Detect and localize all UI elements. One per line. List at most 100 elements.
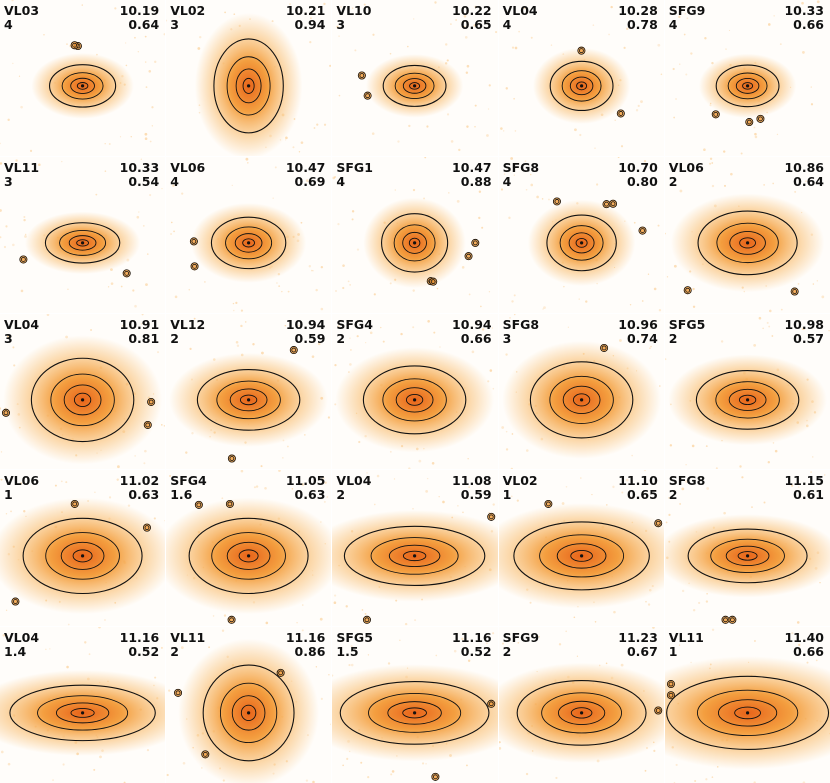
axis-ratio-label: 0.80 <box>626 173 658 189</box>
noise-dot <box>425 490 429 494</box>
noise-dot <box>704 37 707 40</box>
noise-dot <box>595 183 598 186</box>
noise-dot <box>697 602 701 605</box>
noise-dot <box>134 304 137 308</box>
noise-dot <box>144 35 147 38</box>
noise-dot <box>565 486 567 488</box>
isophote-contour <box>242 77 255 94</box>
galaxy-core <box>81 397 85 402</box>
noise-dot <box>120 285 123 288</box>
noise-dot <box>412 508 415 510</box>
galaxy-core <box>579 554 583 558</box>
noise-dot <box>38 163 41 166</box>
noise-dot <box>678 63 681 65</box>
noise-dot <box>18 75 21 77</box>
noise-dot <box>322 477 325 480</box>
isophote-contour <box>70 708 95 718</box>
companion-contour <box>601 345 607 350</box>
noise-dot <box>564 630 567 633</box>
noise-dot <box>525 773 528 776</box>
noise-dot <box>474 125 477 128</box>
galaxy-image <box>170 157 324 312</box>
companion-contour <box>144 525 150 531</box>
noise-dot <box>508 316 511 319</box>
noise-dot <box>233 309 235 312</box>
companion-contour <box>792 288 797 294</box>
noise-dot <box>828 329 830 331</box>
noise-dot <box>507 216 511 219</box>
galaxy-core <box>413 241 417 245</box>
noise-dot <box>482 327 485 331</box>
noise-dot <box>510 300 514 303</box>
noise-dot <box>7 763 11 766</box>
axis-ratio-label: 0.81 <box>128 330 160 346</box>
noise-dot <box>372 132 375 135</box>
galaxy-core <box>745 397 749 402</box>
companion-contour <box>599 343 608 352</box>
noise-dot <box>489 290 491 293</box>
noise-dot <box>677 15 681 19</box>
noise-dot <box>644 770 646 772</box>
noise-dot <box>174 295 178 298</box>
noise-dot <box>535 195 539 199</box>
noise-dot <box>567 326 569 328</box>
isophote-contour <box>739 237 756 249</box>
isophote-contour <box>383 64 447 107</box>
noise-dot <box>107 285 110 288</box>
companion-contour <box>190 237 199 246</box>
stellar-mass-label: 10.98 <box>784 316 824 332</box>
companion-source <box>190 262 199 271</box>
noise-dot <box>643 159 646 163</box>
isophote-contour <box>715 64 780 108</box>
companion-contour <box>365 93 371 99</box>
noise-dot <box>681 487 685 491</box>
sersic-index-label: 4 <box>336 173 346 189</box>
noise-dot <box>660 73 662 76</box>
noise-dot <box>20 105 23 109</box>
noise-dot <box>93 769 96 772</box>
stellar-mass-label: 10.94 <box>452 316 492 332</box>
noise-dot <box>289 3 291 5</box>
galaxy-core <box>745 554 749 558</box>
noise-dot <box>451 140 454 143</box>
isophote-contour <box>687 528 808 584</box>
noise-dot <box>623 46 626 49</box>
noise-dot <box>235 301 238 304</box>
noise-dot <box>605 662 607 665</box>
noise-dot <box>418 459 422 463</box>
noise-dot <box>301 483 305 487</box>
companion-contour <box>464 251 473 260</box>
isophote-contour <box>381 212 449 273</box>
companion-contour <box>668 681 674 687</box>
noise-dot <box>336 25 340 29</box>
noise-dot <box>685 73 688 76</box>
companion-contour <box>3 409 9 415</box>
noise-dot <box>161 187 163 190</box>
noise-dot <box>607 33 610 36</box>
noise-dot <box>500 425 504 429</box>
noise-dot <box>530 183 533 187</box>
noise-dot <box>655 10 657 12</box>
companion-contour <box>72 42 78 48</box>
companion-source <box>364 91 372 100</box>
noise-dot <box>334 175 337 178</box>
companion-contour <box>683 286 692 295</box>
companion-contour <box>203 752 208 757</box>
noise-dot <box>724 48 727 51</box>
companion-source <box>174 689 183 698</box>
stellar-mass-label: 10.91 <box>119 316 160 332</box>
companion-contour <box>487 699 496 708</box>
noise-dot <box>465 36 468 39</box>
companion-contour <box>729 617 735 623</box>
noise-dot <box>222 629 225 633</box>
isophote-contour <box>59 229 107 256</box>
noise-dot <box>466 71 469 74</box>
isophote-contour <box>45 532 120 581</box>
noise-dot <box>94 492 96 494</box>
axis-ratio-label: 0.63 <box>128 487 160 503</box>
companion-contour <box>487 513 496 522</box>
noise-dot <box>328 415 331 419</box>
noise-dot <box>500 188 503 191</box>
noise-dot <box>686 17 689 20</box>
noise-dot <box>578 133 581 137</box>
